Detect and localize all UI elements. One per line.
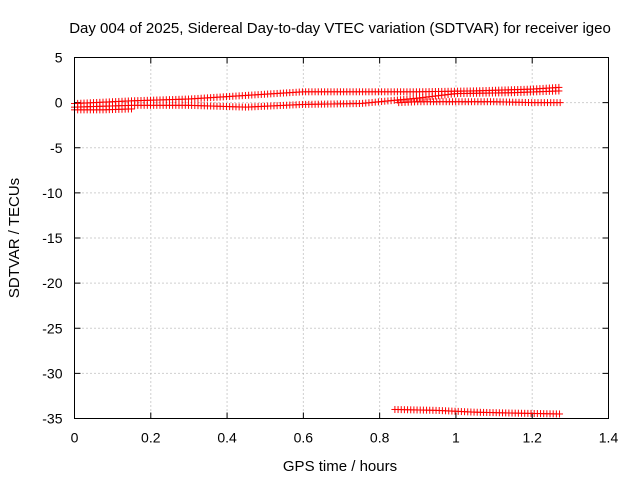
y-tick-label: -15	[42, 230, 62, 246]
x-tick-label: 1	[452, 430, 460, 446]
series-satellite-e	[391, 405, 564, 418]
data-point	[127, 105, 135, 113]
y-tick-labels: 5 0 -5 -10 -15 -20 -25 -30 -35	[42, 50, 62, 427]
y-tick-label: 5	[55, 50, 63, 66]
x-axis-label: GPS time / hours	[283, 458, 397, 475]
x-tick-label: 1.2	[522, 430, 542, 446]
y-tick-label: -20	[42, 275, 62, 291]
y-tick-label: -25	[42, 320, 62, 336]
y-tick-label: -10	[42, 185, 62, 201]
x-tick-label: 1.4	[599, 430, 619, 446]
x-tick-label: 0.2	[141, 430, 161, 446]
series-satellite-c	[71, 105, 135, 114]
y-tick-label: 0	[55, 95, 63, 111]
y-tick-label: -5	[50, 140, 63, 156]
chart-title: Day 004 of 2025, Sidereal Day-to-day VTE…	[69, 20, 611, 37]
x-tick-label: 0.4	[217, 430, 237, 446]
data-point	[556, 99, 564, 107]
y-axis-label: SDTVAR / TECUs	[6, 178, 23, 298]
series-satellite-a	[71, 83, 563, 108]
x-tick-label: 0.6	[294, 430, 314, 446]
series-satellite-d	[395, 98, 564, 107]
data-point	[556, 410, 564, 418]
x-tick-label: 0.8	[370, 430, 390, 446]
x-tick-label: 0	[71, 430, 79, 446]
x-tick-labels: 0 0.2 0.4 0.6 0.8 1 1.2 1.4	[71, 430, 619, 446]
y-tick-label: -35	[42, 411, 62, 427]
data-marks	[71, 83, 564, 418]
plot-frame	[74, 57, 609, 419]
grid-lines	[74, 57, 609, 419]
y-tick-label: -30	[42, 365, 62, 381]
data-point	[555, 87, 563, 95]
series-satellite-b	[71, 87, 563, 111]
